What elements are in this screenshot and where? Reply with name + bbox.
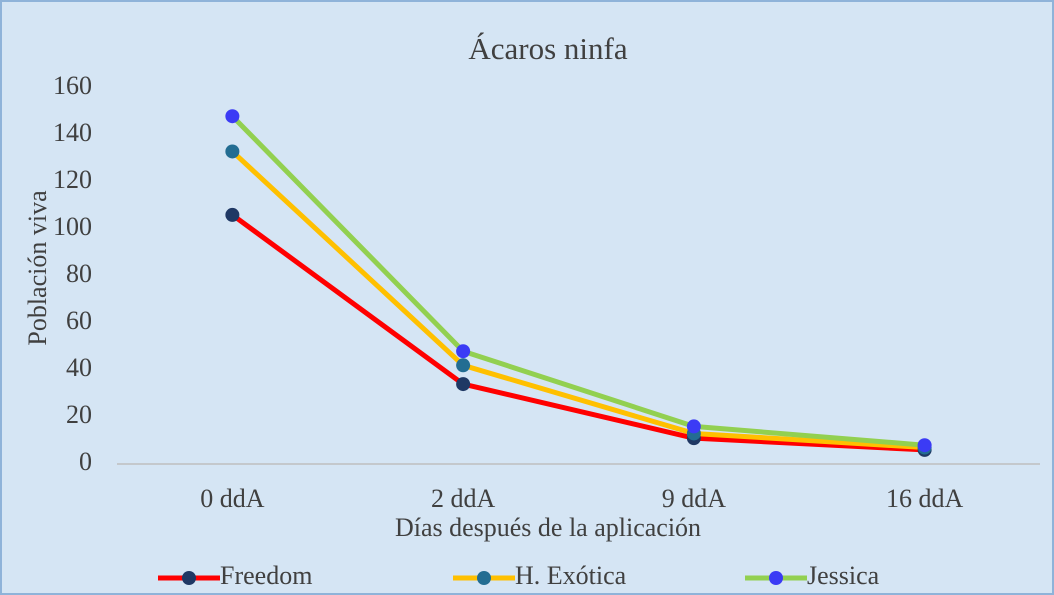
x-axis-label: Días después de la aplicación [395,513,701,542]
y-tick-label: 160 [53,71,92,100]
legend-label: Freedom [220,561,312,590]
y-tick-label: 20 [66,400,92,429]
data-point [225,207,240,222]
legend-label: Jessica [807,561,880,590]
data-point [225,144,240,159]
y-tick-label: 80 [66,259,92,288]
y-tick-label: 100 [53,212,92,241]
legend-marker [769,571,783,585]
series-line [230,212,925,453]
y-axis-label: Población viva [23,190,52,346]
y-tick-label: 140 [53,118,92,147]
x-tick-label: 0 ddA [200,484,265,513]
data-point [225,109,240,124]
data-point [456,344,471,359]
x-tick-label: 16 ddA [886,484,964,513]
legend-label: H. Exótica [515,561,627,590]
series-line [230,114,925,448]
x-tick-label: 9 ddA [662,484,727,513]
y-tick-label: 40 [66,353,92,382]
legend-marker [477,571,491,585]
y-tick-label: 0 [79,447,92,476]
chart-title: Ácaros ninfa [468,31,627,66]
data-point [917,438,932,453]
data-point [686,419,701,434]
y-tick-label: 60 [66,306,92,335]
legend-marker [182,571,196,585]
y-tick-label: 120 [53,165,92,194]
data-point [456,377,471,392]
x-tick-label: 2 ddA [431,484,496,513]
series-line [230,149,925,451]
data-point [456,358,471,373]
